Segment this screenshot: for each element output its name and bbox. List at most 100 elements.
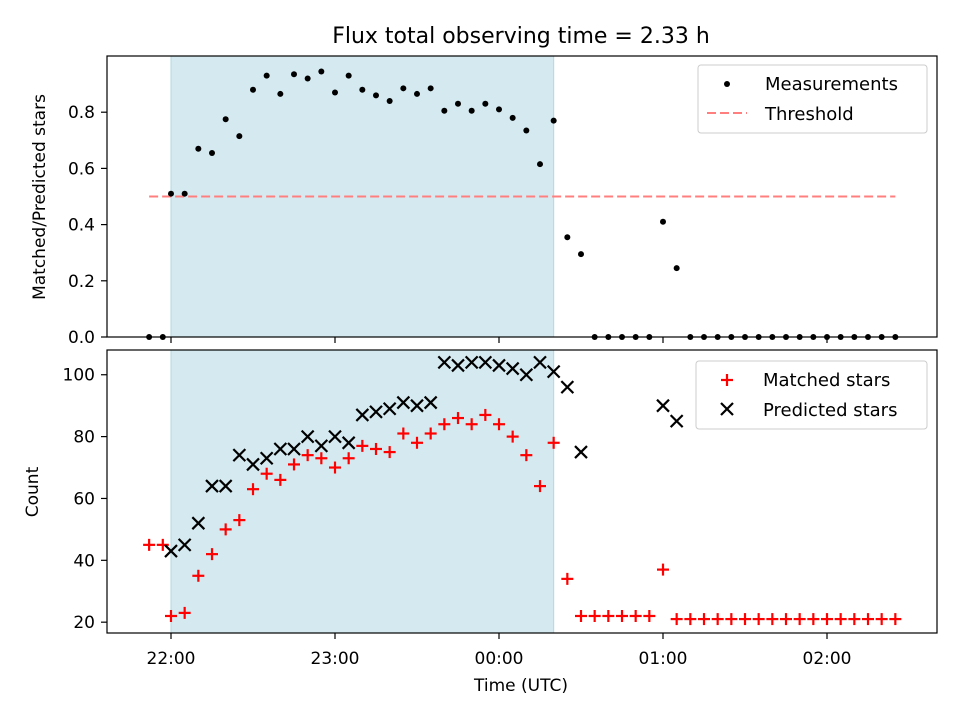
predicted-star-point — [341, 436, 356, 450]
predicted-star-point — [437, 355, 452, 370]
predicted-star-point — [177, 538, 192, 552]
predicted-star-point — [574, 445, 588, 459]
matched-star-point — [670, 613, 683, 626]
top-chart-title: Flux total observing time = 2.33 h — [332, 24, 710, 49]
measurement-point — [427, 85, 434, 92]
matched-star-point — [698, 613, 710, 626]
top-ytick-label: 0.2 — [68, 272, 95, 292]
measurement-point — [318, 68, 325, 75]
measurement-point — [564, 234, 571, 241]
predicted-star-point — [355, 408, 370, 422]
matched-star-point — [862, 613, 874, 626]
legend-matched-marker — [721, 374, 733, 386]
predicted-star-point — [259, 451, 274, 466]
matched-star-point — [848, 613, 861, 626]
bottom-axes-frame — [106, 349, 938, 634]
matched-star-point — [588, 609, 601, 622]
predicted-star-point — [505, 361, 520, 376]
matched-star-point — [165, 609, 177, 622]
predicted-star-point — [492, 358, 506, 373]
predicted-star-point — [519, 367, 534, 382]
legend-measurements-label: Measurements — [765, 74, 898, 95]
legend-measurements-marker — [724, 81, 730, 87]
bottom-ytick-label: 80 — [73, 428, 95, 448]
top-panel: Flux total observing time = 2.33 h 0.00.… — [30, 24, 938, 348]
matched-star-point — [657, 563, 669, 576]
bottom-ytick-label: 20 — [73, 613, 95, 633]
bottom-legend: Matched stars Predicted stars — [695, 360, 928, 430]
bottom-shaded-region — [170, 349, 555, 634]
matched-star-point — [315, 452, 328, 465]
bottom-y-axis-ticks: 20 40 60 80 100 — [63, 366, 107, 633]
top-y-axis-label: Matched/Predicted stars — [30, 94, 50, 300]
measurement-point — [263, 72, 270, 79]
matched-star-point — [889, 613, 902, 626]
measurement-point — [304, 75, 311, 82]
predicted-star-point — [410, 398, 424, 413]
predicted-star-point — [656, 398, 670, 413]
measurement-point — [455, 100, 461, 107]
matched-star-point — [506, 430, 519, 443]
bottom-ytick-label: 40 — [73, 551, 95, 571]
predicted-star-point — [669, 414, 684, 428]
legend-predicted-label: Predicted stars — [763, 400, 897, 421]
measurement-point — [332, 89, 338, 96]
bottom-panel: 20 40 60 80 100 22:00 23:00 00:00 01:00 02:00 Co… — [23, 349, 938, 696]
predicted-star-point — [464, 355, 479, 370]
matched-star-point — [383, 446, 396, 459]
matched-star-point — [219, 523, 232, 536]
measurement-point — [673, 265, 680, 272]
measurement-point — [345, 72, 352, 79]
measurement-point — [250, 86, 256, 93]
measurement-point — [660, 218, 666, 225]
matched-star-point — [821, 613, 833, 626]
top-ytick-label: 0.6 — [68, 159, 95, 179]
top-ytick-label: 0.8 — [68, 103, 95, 123]
measurement-point — [523, 127, 530, 134]
bottom-ytick-label: 60 — [73, 489, 95, 509]
matched-star-point — [178, 606, 191, 619]
matched-star-point — [288, 458, 300, 471]
measurement-point — [468, 107, 475, 114]
predicted-star-point — [423, 395, 438, 410]
top-axes-frame — [106, 55, 938, 338]
matched-star-point — [329, 461, 341, 474]
top-x-axis-ticks — [170, 337, 828, 343]
matched-star-point — [143, 538, 156, 551]
measurement-point — [236, 133, 243, 140]
measurement-point — [509, 114, 516, 121]
matched-star-point — [725, 613, 738, 626]
measurement-point — [550, 117, 557, 124]
matched-star-point — [156, 538, 169, 551]
predicted-star-point — [382, 401, 397, 416]
predicted-star-point — [273, 442, 288, 456]
top-y-axis-ticks: 0.0 0.2 0.4 0.6 0.8 — [68, 103, 107, 348]
measurement-point — [195, 145, 202, 152]
predicted-star-point — [369, 405, 383, 419]
matched-star-point — [807, 613, 820, 626]
matched-star-point — [616, 609, 628, 622]
measurement-point — [578, 251, 584, 258]
measurement-point — [537, 161, 543, 168]
predicted-star-point — [478, 355, 493, 370]
predicted-star-point — [205, 479, 219, 493]
matched-star-point — [766, 613, 779, 626]
predicted-star-point — [164, 544, 178, 558]
bottom-ytick-label: 100 — [63, 366, 95, 386]
top-ytick-label: 0.4 — [68, 216, 95, 236]
matched-star-point — [711, 613, 724, 626]
predicted-star-point — [232, 448, 247, 462]
matched-star-point — [479, 408, 492, 421]
predicted-star-point — [451, 358, 465, 373]
matched-star-point — [875, 613, 888, 626]
matched-star-point — [274, 473, 287, 486]
matched-star-point — [465, 418, 478, 431]
measurement-point — [209, 149, 215, 156]
measurement-point — [359, 86, 366, 93]
measurement-point — [291, 71, 297, 78]
predicted-star-point — [560, 380, 575, 394]
matched-star-point — [370, 442, 382, 455]
top-legend-box — [697, 64, 928, 134]
top-legend: Measurements Threshold — [697, 64, 928, 134]
